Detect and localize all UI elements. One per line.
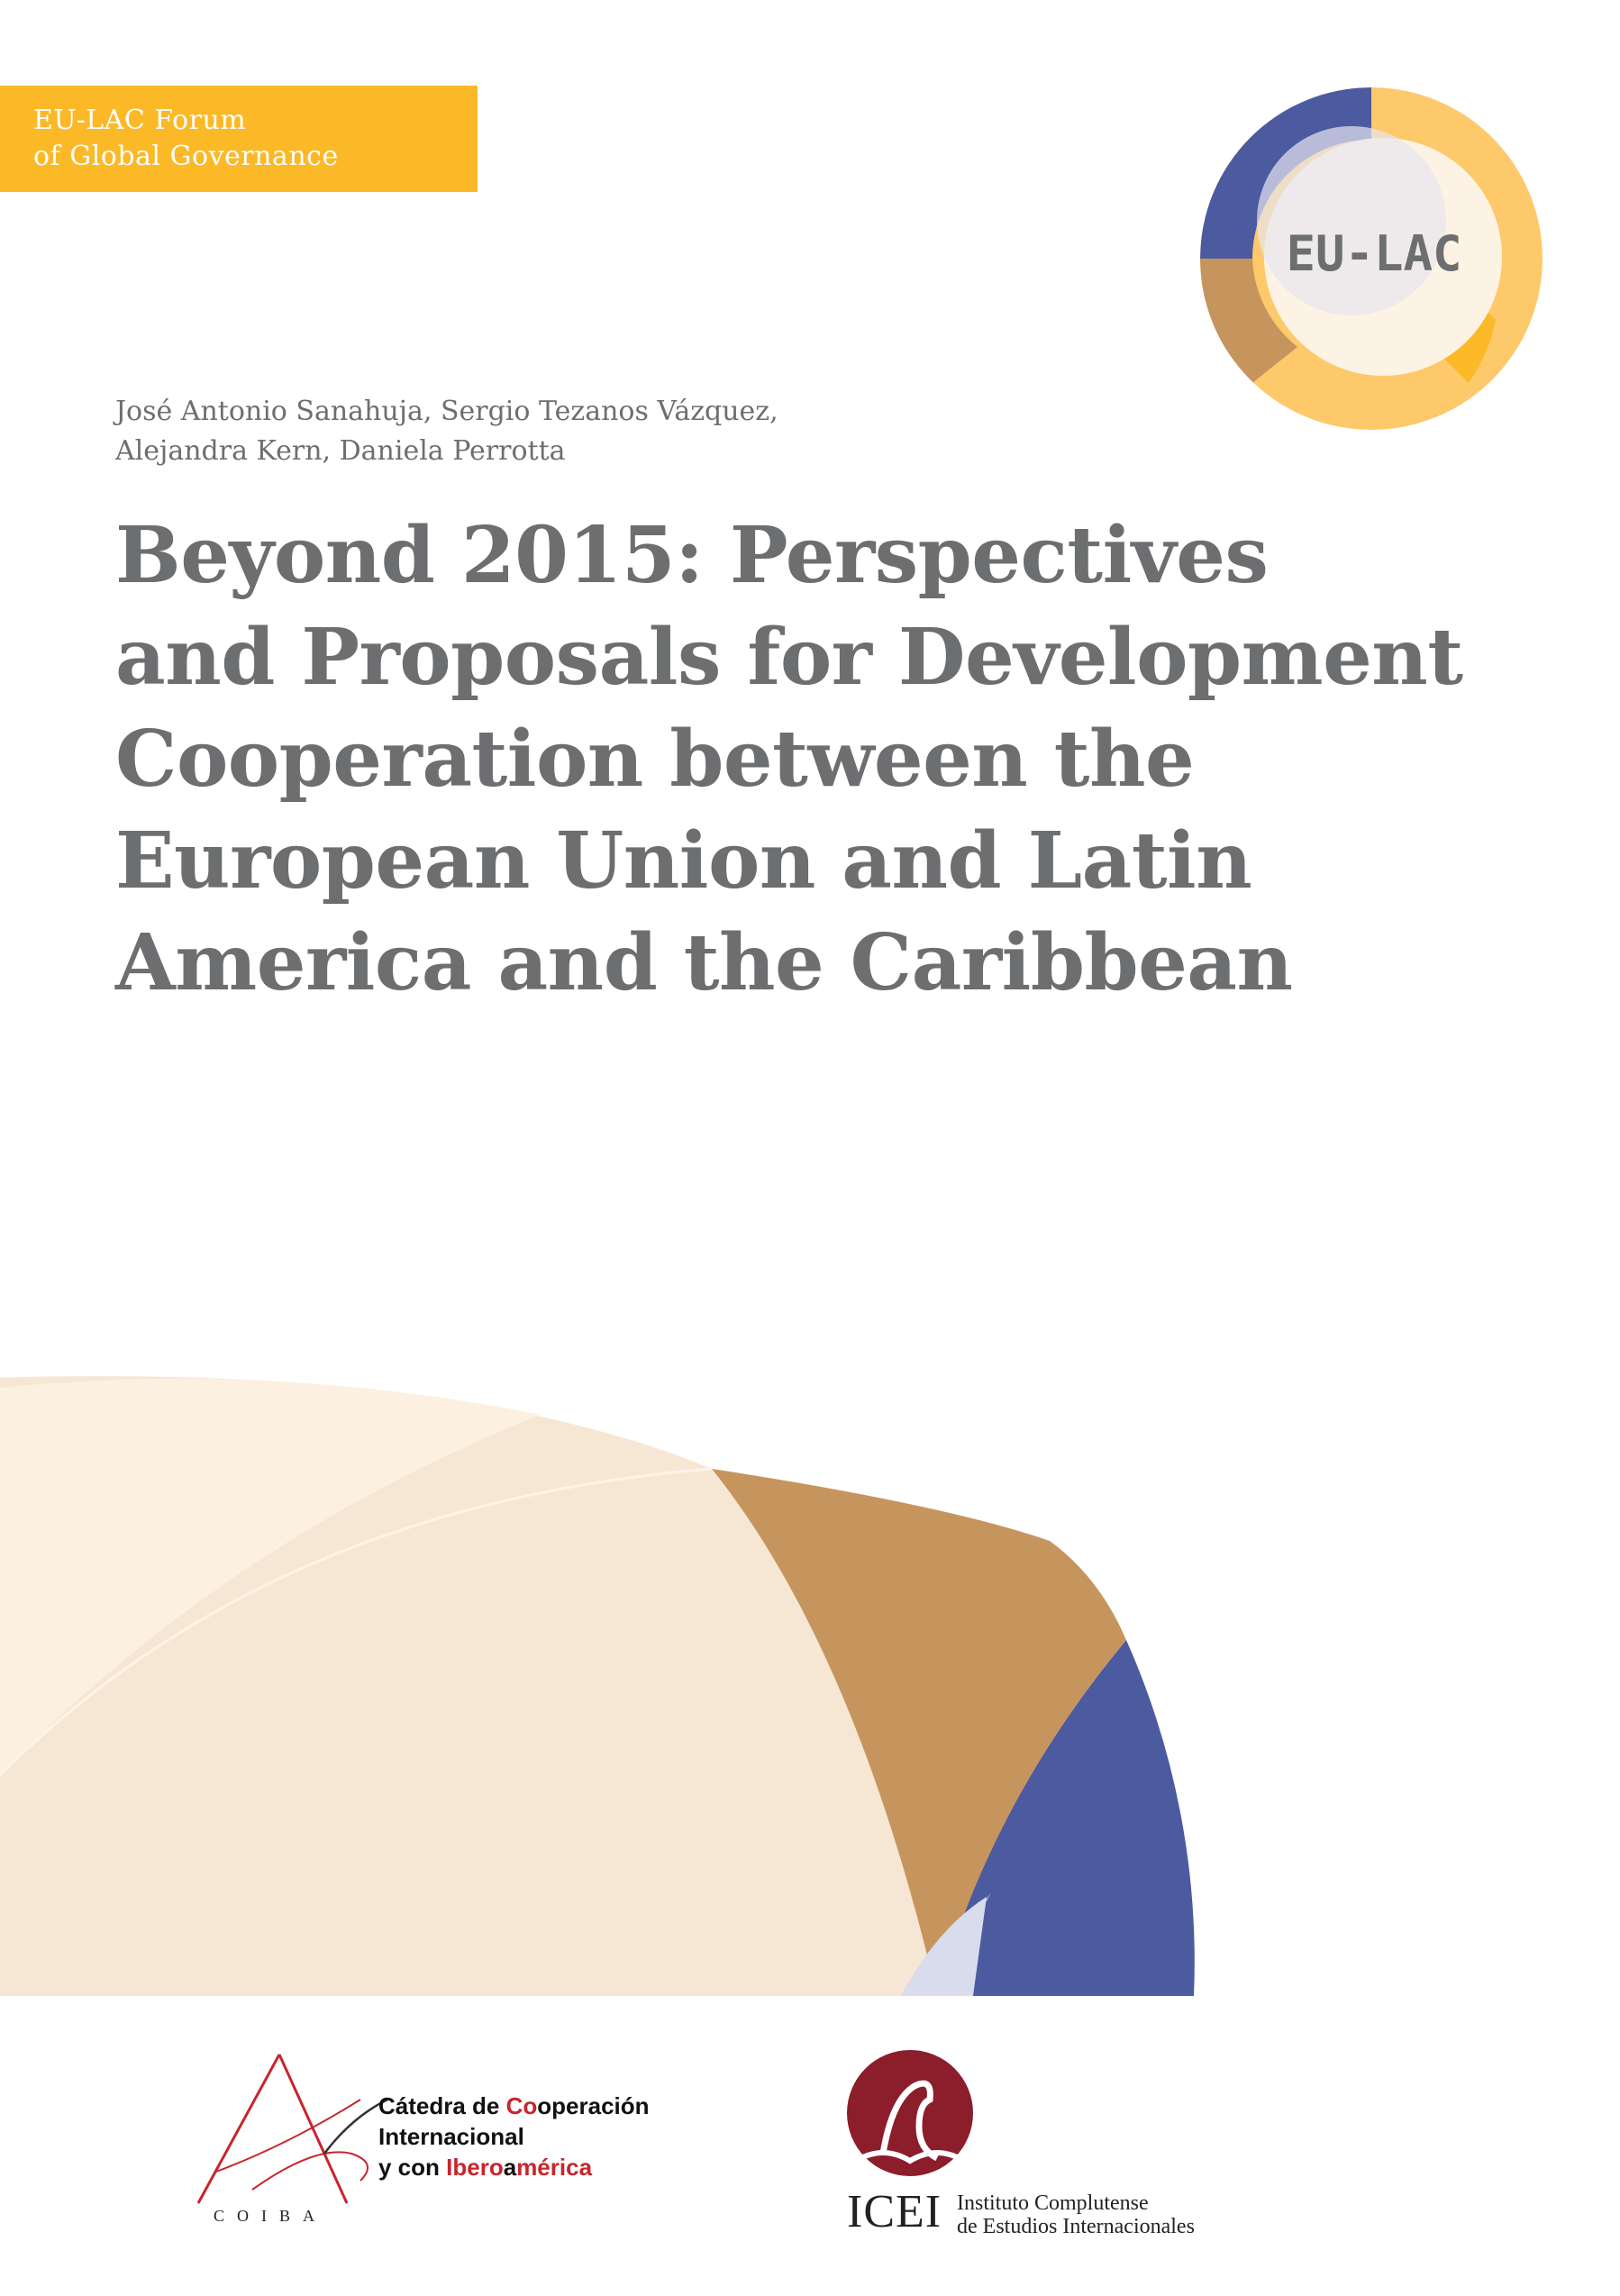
- eu-lac-logo: EU-LAC: [1200, 87, 1543, 430]
- inner-curve: [0, 1467, 713, 1777]
- coiba-line-2: Internacional: [378, 2123, 524, 2150]
- title-line-2: and Proposals for Development: [115, 612, 1463, 703]
- forum-banner: EU-LAC Forum of Global Governance: [0, 86, 478, 192]
- title-line-3: Cooperation between the: [115, 714, 1195, 805]
- icei-acronym: ICEI: [847, 2186, 942, 2237]
- logo-text: EU-LAC: [1286, 225, 1461, 282]
- authors-line-1: José Antonio Sanahuja, Sergio Tezanos Vá…: [115, 396, 778, 427]
- icei-name: Instituto Complutense de Estudios Intern…: [957, 2191, 1195, 2238]
- decorative-arcs: [0, 1376, 1195, 1996]
- icei-emblem: [847, 2050, 973, 2176]
- coiba-line-1: Cátedra de Cooperación: [378, 2092, 650, 2119]
- blue-arc: [937, 1640, 1195, 1996]
- coiba-mark-text: COIBA: [214, 2207, 327, 2225]
- title-line-4: European Union and Latin: [115, 815, 1252, 907]
- authors: José Antonio Sanahuja, Sergio Tezanos Vá…: [115, 392, 926, 471]
- banner-line-1: EU-LAC Forum: [33, 105, 247, 136]
- coiba-line-3: y con Iberoamérica: [378, 2154, 593, 2181]
- icei-name-line-2: de Estudios Internacionales: [957, 2215, 1195, 2238]
- coiba-a-mark: [196, 2054, 281, 2204]
- banner-line-2: of Global Governance: [33, 141, 339, 172]
- coiba-logo: COIBA: [196, 2054, 388, 2225]
- icei-name-line-1: Instituto Complutense: [957, 2191, 1149, 2215]
- title-line-1: Beyond 2015: Perspectives: [115, 510, 1269, 601]
- document-title: Beyond 2015: Perspectives and Proposals …: [115, 505, 1575, 1014]
- coiba-text: Cátedra de Cooperación Internacional y c…: [378, 2091, 650, 2182]
- brown-region: [712, 1469, 1126, 1996]
- authors-line-2: Alejandra Kern, Daniela Perrotta: [115, 435, 566, 467]
- title-line-5: America and the Caribbean: [115, 917, 1293, 1008]
- lavender-region: [901, 1892, 991, 1996]
- light-region: [0, 1379, 541, 1775]
